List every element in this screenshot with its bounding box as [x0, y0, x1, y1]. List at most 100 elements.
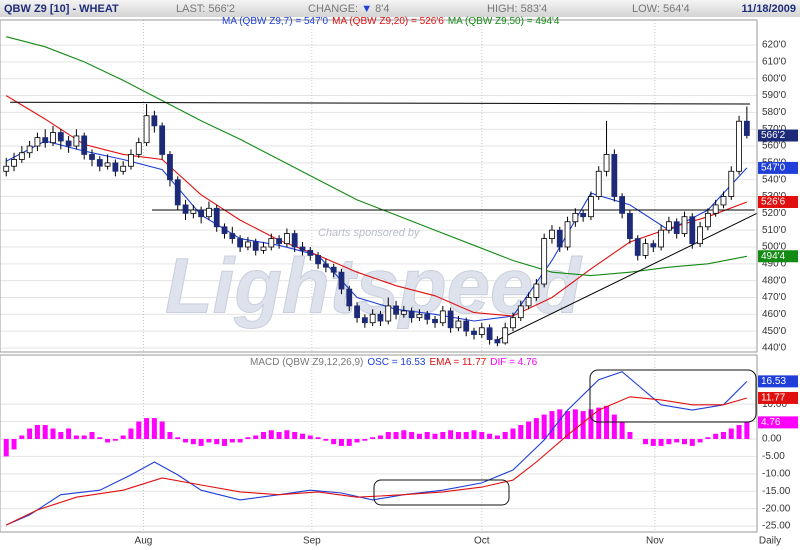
- candle-body: [572, 212, 579, 223]
- value-tag-box: [758, 195, 798, 208]
- candle-body: [486, 327, 493, 340]
- dif-bar: [713, 433, 719, 439]
- candle-body: [471, 330, 477, 335]
- stat-label: LAST:: [176, 3, 205, 15]
- candle-body: [463, 320, 470, 332]
- y-tick-label: 520'0: [762, 208, 787, 219]
- candle-body: [510, 317, 516, 329]
- dif-bar: [144, 418, 150, 439]
- trend-line: [494, 212, 758, 342]
- candle-body: [658, 229, 665, 248]
- dif-bar: [183, 438, 189, 443]
- dif-bar: [455, 432, 461, 439]
- macd-line: [5, 396, 748, 526]
- dif-bar: [42, 425, 48, 439]
- dif-bar: [471, 430, 477, 439]
- y-tick-label: 510'0: [762, 225, 787, 236]
- dif-bar: [237, 438, 243, 443]
- annotation-box: [373, 479, 510, 506]
- candle-body: [315, 255, 321, 265]
- macd-title: MACD (QBW Z9,12,26,9): [250, 357, 363, 368]
- candle-body: [81, 135, 88, 155]
- candle-body: [229, 233, 236, 239]
- stat-label: HIGH:: [487, 3, 518, 15]
- stat: CHANGE: ▼ 8'4: [308, 3, 389, 15]
- dif-bar: [338, 438, 344, 446]
- dif-bar: [175, 437, 181, 439]
- legend-entry: OSC = 16.53: [367, 357, 426, 368]
- candle-body: [151, 115, 158, 127]
- candle-body: [400, 310, 407, 315]
- candle-body: [252, 241, 259, 251]
- dif-bar: [744, 422, 750, 439]
- candle-body: [689, 216, 696, 245]
- y-tick-label: 590'0: [762, 90, 787, 101]
- candle-body: [650, 243, 657, 248]
- candle-body: [120, 165, 127, 172]
- date: 11/18/2009: [742, 3, 796, 15]
- candle-body: [135, 142, 142, 155]
- candle-body: [167, 154, 173, 181]
- dif-bar: [66, 428, 72, 439]
- value-tag-box: [758, 161, 798, 174]
- candle-body: [627, 212, 633, 239]
- candle-body: [65, 140, 72, 147]
- dif-bar: [424, 432, 430, 439]
- dif-bar: [253, 435, 259, 439]
- candle-body: [541, 238, 548, 285]
- dif-bar: [572, 409, 578, 439]
- dif-bar: [494, 435, 500, 439]
- candle-body: [18, 152, 25, 160]
- value-tag: 526'6: [761, 197, 786, 208]
- legend-entry: EMA = 11.77: [429, 357, 486, 368]
- dif-bar: [268, 430, 274, 439]
- ma-legend: MA (QBW Z9,7) = 547'0 MA (QBW Z9,20) = 52…: [222, 16, 560, 27]
- dif-bar: [409, 432, 415, 439]
- dif-bar: [510, 428, 516, 439]
- dif-bar: [448, 430, 454, 439]
- y-tick-label: -25.00: [762, 521, 791, 532]
- value-tag-box: [758, 416, 798, 429]
- candle-body: [478, 327, 485, 335]
- dif-bar: [346, 438, 352, 446]
- dif-bar: [222, 438, 228, 446]
- y-tick-label: 600'0: [762, 73, 787, 84]
- dif-bar: [128, 428, 134, 439]
- candle-body: [34, 137, 41, 147]
- trend-line: [10, 101, 750, 105]
- dif-bar: [370, 437, 376, 439]
- dif-bar: [292, 432, 298, 439]
- dif-bar: [89, 432, 95, 439]
- dif-bar: [284, 430, 290, 439]
- candle-body: [268, 238, 275, 248]
- candle-body: [743, 120, 750, 136]
- dif-bar: [81, 435, 87, 439]
- dif-bar: [11, 438, 17, 450]
- dif-bar: [73, 435, 79, 439]
- dif-bar: [565, 411, 571, 439]
- candle-body: [330, 266, 337, 273]
- candle-body: [11, 159, 17, 167]
- candle-body: [502, 327, 509, 344]
- candle-body: [206, 207, 212, 218]
- dif-bar: [214, 438, 220, 445]
- candle-body: [112, 162, 119, 172]
- dif-bar: [331, 438, 337, 445]
- y-tick-label: -5.00: [762, 451, 785, 462]
- candle-body: [432, 318, 438, 324]
- candle-body: [213, 207, 220, 228]
- dif-bar: [674, 438, 680, 443]
- candle-body: [73, 135, 80, 147]
- dif-bar: [167, 432, 173, 439]
- stat-label: LOW:: [632, 3, 660, 15]
- stat-arrow: ▼: [361, 3, 372, 15]
- dif-bar: [354, 438, 360, 443]
- dif-bar: [720, 432, 726, 439]
- dif-bar: [580, 411, 586, 439]
- candle-body: [159, 125, 166, 155]
- dif-bar: [136, 421, 142, 439]
- candle-body: [291, 233, 298, 248]
- y-tick-label: 450'0: [762, 326, 787, 337]
- dif-bar: [159, 421, 165, 439]
- symbol: QBW Z9 [10] - WHEAT: [4, 3, 119, 15]
